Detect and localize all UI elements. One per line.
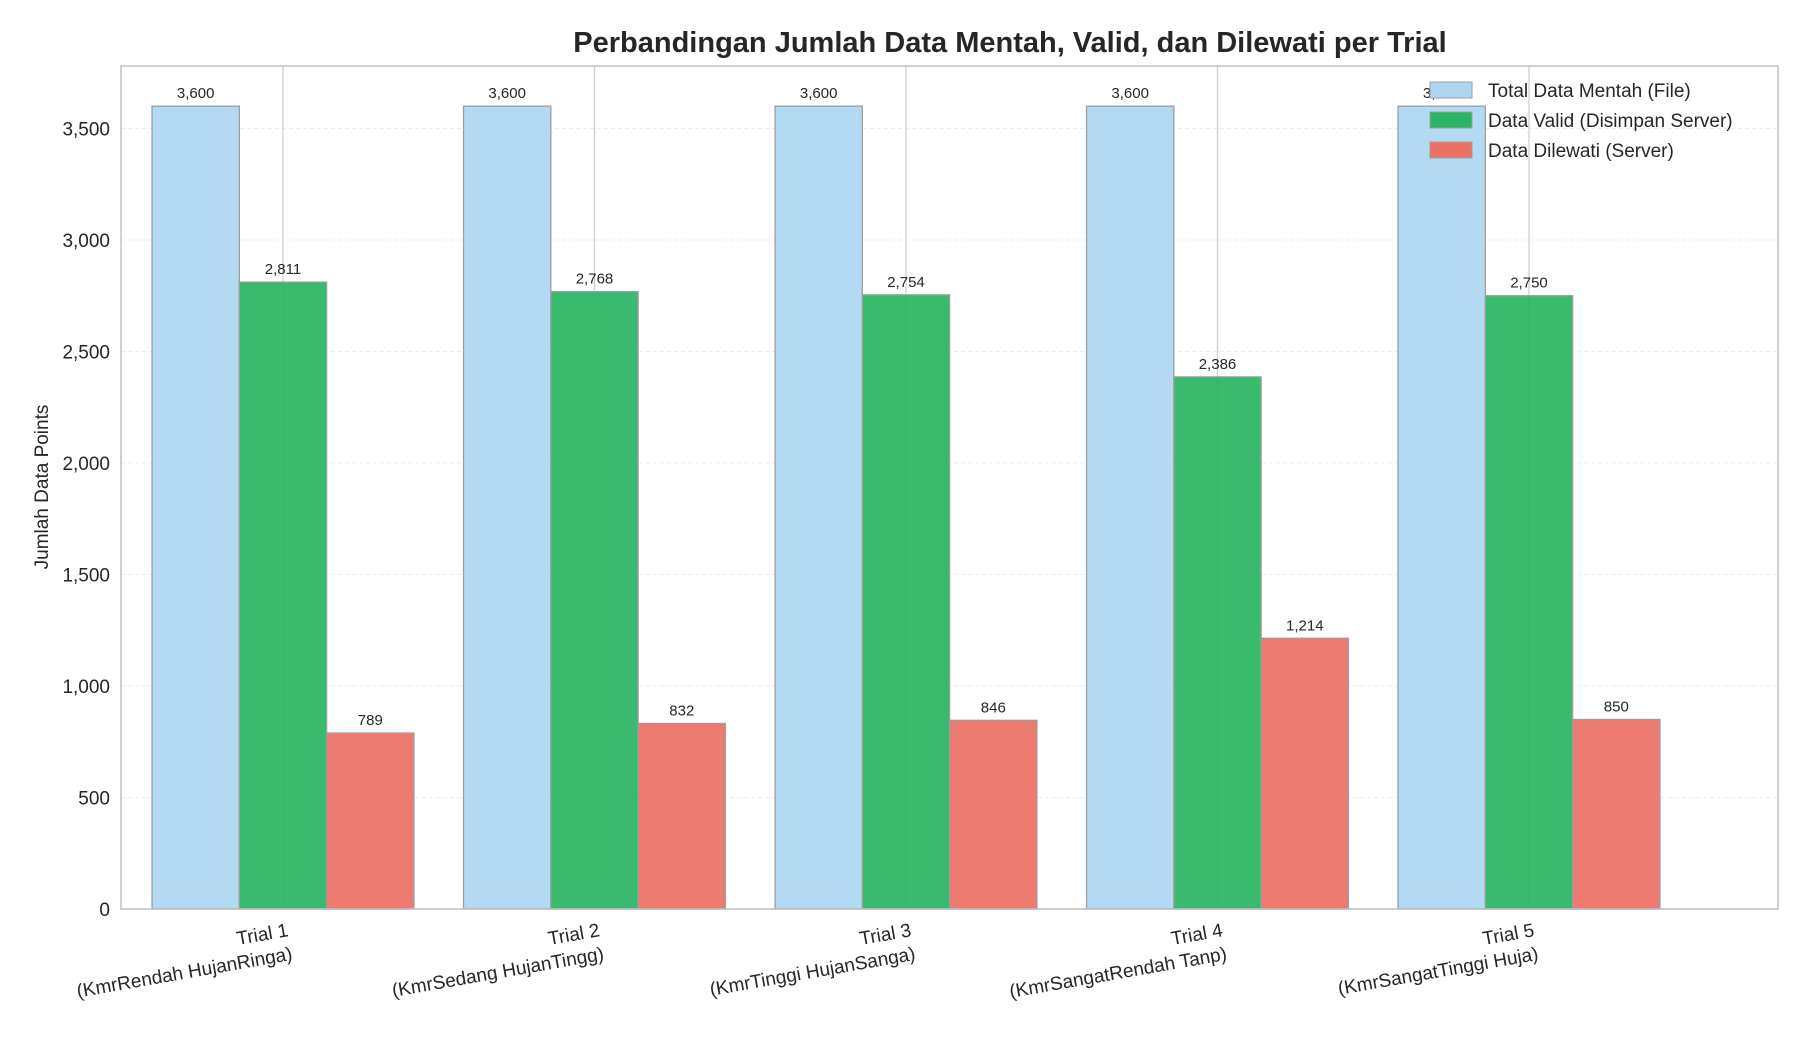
- bar-value-label: 3,600: [1111, 85, 1149, 102]
- bar: [151, 105, 241, 910]
- y-tick-label: 3,500: [62, 119, 110, 140]
- bar-value-label: 3,600: [488, 85, 526, 102]
- bar-value-label: 3,600: [177, 85, 215, 102]
- bar-value-label: 2,768: [576, 271, 614, 288]
- y-tick-label: 1,500: [62, 565, 110, 586]
- bar-value-label: 2,811: [265, 261, 301, 278]
- bar: [637, 722, 727, 910]
- legend-label: Data Dilewati (Server): [1488, 141, 1674, 162]
- bar: [1397, 105, 1487, 910]
- bar-value-label: 1,214: [1286, 617, 1324, 634]
- bar: [949, 719, 1038, 910]
- bar-value-label: 850: [1604, 698, 1629, 715]
- bar: [462, 105, 552, 910]
- bar: [1260, 637, 1350, 910]
- bar: [325, 732, 415, 910]
- y-tick-label: 1,000: [62, 677, 110, 698]
- legend-label: Total Data Mentah (File): [1488, 81, 1691, 102]
- bar-value-label: 2,386: [1199, 356, 1237, 373]
- plot-frame: [120, 65, 1779, 910]
- bar: [238, 281, 328, 910]
- y-tick-label: 0: [99, 900, 110, 921]
- bar: [550, 291, 639, 910]
- bar-value-label: 832: [669, 702, 694, 719]
- chart-title: Perbandingan Jumlah Data Mentah, Valid, …: [573, 27, 1446, 59]
- bar: [1572, 718, 1661, 910]
- y-tick-label: 3,000: [62, 231, 110, 252]
- bar-value-label: 2,750: [1510, 275, 1548, 292]
- y-tick-label: 500: [78, 788, 110, 809]
- bar-value-label: 2,754: [887, 274, 925, 291]
- bar: [774, 105, 863, 910]
- legend-label: Data Valid (Disimpan Server): [1488, 111, 1733, 132]
- bar-value-label: 789: [358, 712, 383, 729]
- bar: [1085, 105, 1175, 910]
- bar-layer: [151, 105, 1661, 910]
- legend-swatch: [1429, 111, 1473, 129]
- bar: [1484, 295, 1574, 910]
- legend-swatch: [1429, 81, 1473, 99]
- bar-value-label: 846: [981, 699, 1006, 716]
- legend-swatch: [1429, 141, 1473, 159]
- y-axis-label: Jumlah Data Points: [32, 405, 53, 570]
- bar: [1173, 376, 1262, 910]
- bar-value-label: 3,600: [800, 85, 838, 102]
- bar: [861, 294, 951, 910]
- y-tick-label: 2,000: [62, 454, 110, 475]
- legend: Total Data Mentah (File) Data Valid (Disi…: [1429, 81, 1733, 162]
- y-tick-label: 2,500: [62, 342, 110, 363]
